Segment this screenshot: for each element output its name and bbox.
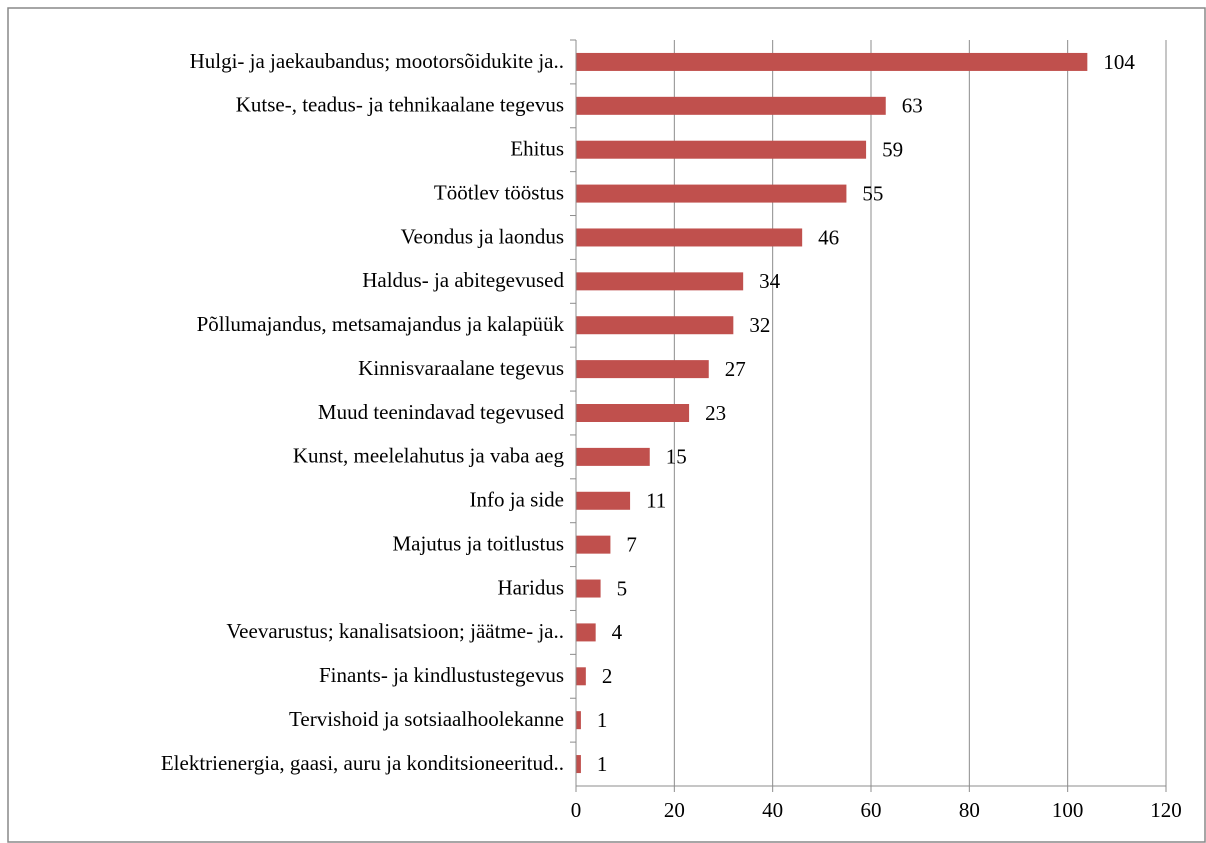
bar [576, 52, 1088, 71]
y-tick-label: Veondus ja laondus [401, 224, 564, 248]
bar [576, 535, 611, 554]
bar [576, 96, 886, 115]
bar [576, 316, 734, 335]
data-label: 59 [882, 138, 903, 162]
y-tick-label: Kinnisvaraalane tegevus [358, 356, 564, 380]
y-tick-label: Hulgi- ja jaekaubandus; mootorsõidukite … [190, 49, 564, 73]
data-label: 1 [597, 752, 608, 776]
bar [576, 404, 690, 422]
bar [576, 667, 586, 686]
y-tick-label: Majutus ja toitlustus [392, 531, 564, 555]
bar [576, 755, 581, 774]
data-label: 104 [1103, 50, 1135, 74]
data-label: 1 [597, 708, 608, 732]
data-label: 23 [705, 401, 726, 425]
data-label: 11 [646, 489, 666, 513]
y-tick-label: Ehitus [510, 137, 564, 161]
bar [576, 360, 709, 379]
y-tick-label: Tervishoid ja sotsiaalhoolekanne [289, 707, 564, 731]
x-tick-label: 0 [571, 798, 582, 822]
data-label: 63 [902, 94, 923, 118]
x-tick-label: 120 [1150, 798, 1182, 822]
x-tick-label: 40 [762, 798, 783, 822]
y-tick-label: Info ja side [470, 488, 564, 512]
y-tick-label: Veevarustus; kanalisatsioon; jäätme- ja.… [226, 619, 564, 643]
y-tick-label: Kunst, meelelahutus ja vaba aeg [293, 444, 565, 468]
y-tick-label: Finants- ja kindlustustegevus [319, 663, 564, 687]
x-tick-label: 80 [959, 798, 980, 822]
data-label: 46 [818, 225, 839, 249]
y-tick-label: Töötlev tööstus [434, 180, 564, 204]
y-tick-label: Kutse-, teadus- ja tehnikaalane tegevus [236, 93, 564, 117]
x-tick-label: 20 [664, 798, 685, 822]
data-label: 34 [759, 269, 781, 293]
data-label: 15 [666, 445, 687, 469]
data-label: 7 [626, 532, 637, 556]
y-tick-label: Põllumajandus, metsamajandus ja kalapüük [197, 312, 565, 336]
y-tick-label: Haldus- ja abitegevused [362, 268, 564, 292]
data-label: 4 [612, 620, 623, 644]
data-label: 27 [725, 357, 746, 381]
bar [576, 711, 581, 730]
y-tick-label: Haridus [498, 575, 565, 599]
bar [576, 228, 803, 247]
data-label: 32 [749, 313, 770, 337]
bar [576, 447, 650, 466]
x-tick-label: 60 [861, 798, 882, 822]
x-tick-label: 100 [1052, 798, 1084, 822]
y-tick-label: Elektrienergia, gaasi, auru ja konditsio… [161, 751, 564, 775]
data-label: 5 [617, 576, 628, 600]
bar [576, 579, 601, 598]
y-tick-label: Muud teenindavad tegevused [318, 400, 565, 424]
bar [576, 184, 847, 203]
bar [576, 272, 744, 291]
bar [576, 140, 867, 159]
data-label: 55 [862, 181, 883, 205]
data-label: 2 [602, 664, 613, 688]
chart-frame [7, 7, 1206, 843]
bar [576, 623, 596, 642]
bar [576, 491, 631, 510]
